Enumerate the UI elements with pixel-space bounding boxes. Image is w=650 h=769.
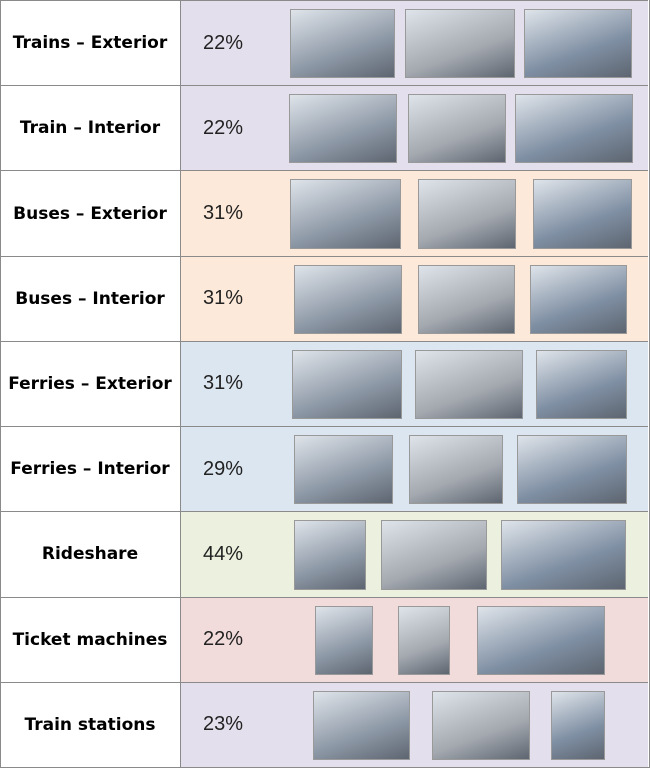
photo	[294, 520, 366, 590]
table-row: Ticket machines 22%	[0, 596, 648, 682]
table-row: Buses – Exterior 31%	[0, 170, 648, 256]
photo	[515, 94, 633, 164]
photo	[501, 520, 626, 590]
photo	[292, 349, 402, 420]
photo	[290, 179, 401, 249]
table-row: Ferries – Exterior 31%	[0, 340, 648, 427]
row-label: Trains – Exterior	[0, 1, 181, 86]
photo	[533, 179, 632, 249]
row-label: Rideshare	[0, 512, 181, 597]
share-value: 22%	[203, 31, 244, 54]
share-value: 22%	[203, 116, 244, 139]
table-row: Train stations 23%	[0, 681, 648, 767]
table-row: Ferries – Interior 29%	[0, 426, 648, 512]
photo	[289, 94, 397, 164]
photo	[530, 264, 627, 334]
photo	[315, 605, 373, 675]
photo	[418, 179, 516, 249]
photo	[381, 520, 487, 590]
share-value: 29%	[203, 457, 244, 480]
row-label: Train – Interior	[0, 86, 181, 171]
photo	[418, 264, 515, 334]
photo	[290, 9, 395, 79]
photo	[313, 690, 410, 760]
row-label: Ferries – Exterior	[0, 341, 181, 427]
photo	[524, 9, 632, 79]
photo	[294, 435, 393, 505]
photo	[408, 94, 506, 164]
share-value: 31%	[203, 202, 244, 225]
table-row: Trains – Exterior 22%	[0, 0, 648, 86]
photo	[398, 605, 450, 675]
photo	[294, 264, 402, 334]
row-label: Ticket machines	[0, 597, 181, 682]
photo	[405, 9, 515, 79]
table-row: Train – Interior 22%	[0, 85, 648, 171]
share-value: 23%	[203, 713, 244, 736]
row-label: Buses – Exterior	[0, 171, 181, 256]
photo	[432, 690, 530, 760]
share-value: 22%	[203, 628, 244, 651]
row-label: Buses – Interior	[0, 256, 181, 341]
table-row: Buses – Interior 31%	[0, 255, 648, 341]
photo	[536, 349, 627, 420]
share-value: 44%	[203, 542, 244, 565]
photo	[551, 690, 605, 760]
photo	[517, 435, 627, 505]
share-value: 31%	[203, 287, 244, 310]
photo	[415, 349, 523, 420]
table-row: Rideshare 44%	[0, 511, 648, 597]
share-value: 31%	[203, 372, 244, 395]
photo	[409, 435, 503, 505]
row-label: Train stations	[0, 682, 181, 767]
photo	[477, 605, 605, 675]
row-label: Ferries – Interior	[0, 427, 181, 512]
